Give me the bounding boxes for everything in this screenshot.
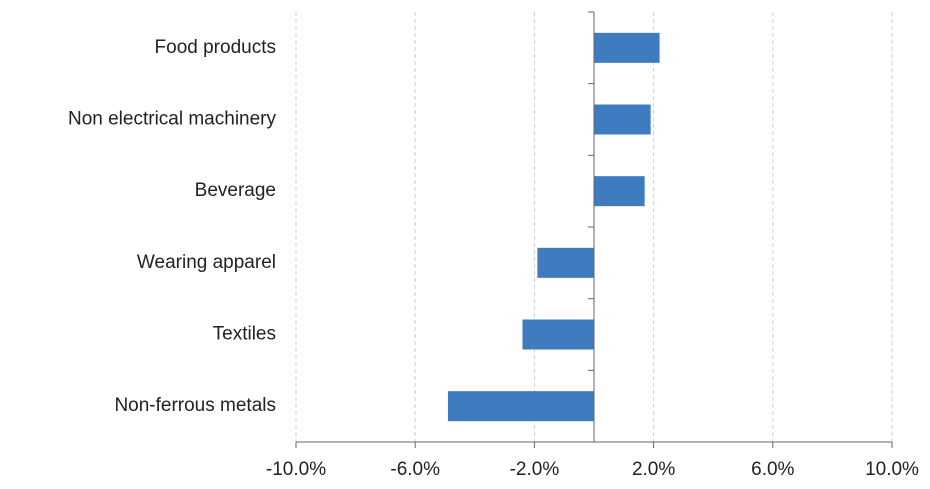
bar (537, 247, 594, 278)
x-tick-label: -6.0% (390, 459, 440, 480)
x-tick-label: -10.0% (266, 459, 326, 480)
bar (594, 176, 645, 207)
y-tick-label: Textiles (213, 324, 276, 345)
y-tick-label: Food products (155, 37, 276, 58)
bar (594, 104, 651, 135)
y-tick-label: Beverage (195, 180, 276, 201)
bar (522, 319, 594, 350)
x-tick-label: 6.0% (751, 459, 794, 480)
bar (447, 391, 594, 422)
y-tick-label: Non-ferrous metals (114, 395, 276, 416)
bar (594, 32, 660, 63)
y-tick-label: Non electrical machinery (68, 109, 277, 130)
x-tick-label: 10.0% (865, 459, 919, 480)
x-tick-label: -2.0% (510, 459, 560, 480)
y-tick-label: Wearing apparel (137, 252, 276, 273)
x-tick-label: 2.0% (632, 459, 675, 480)
